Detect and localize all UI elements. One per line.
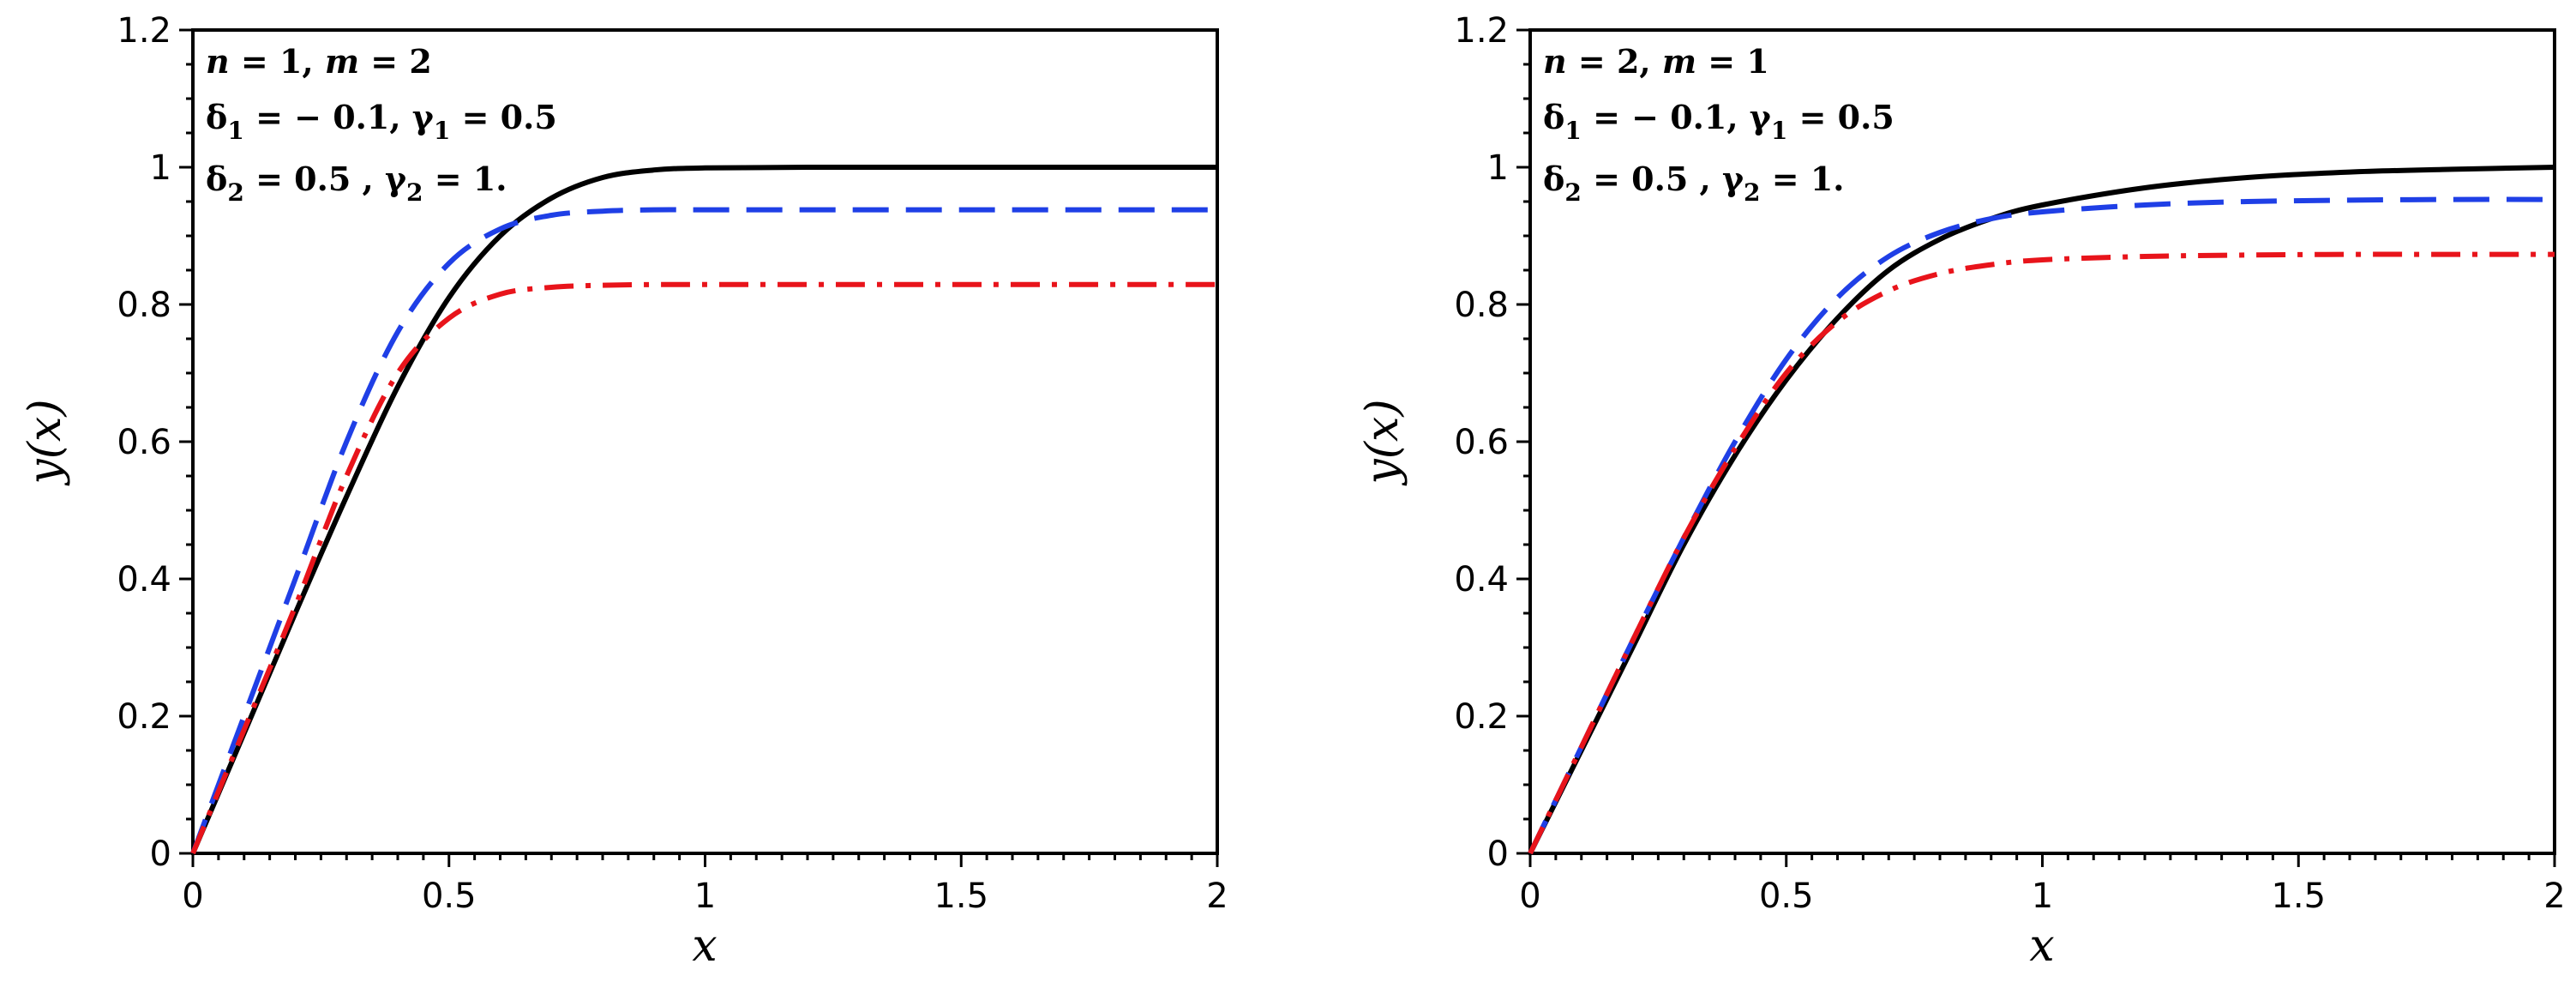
y-ticks — [1516, 28, 1530, 855]
y-tick-label: 0.2 — [1454, 697, 1509, 737]
series-line-solid — [190, 164, 1217, 855]
y-axis-label: y(x) — [20, 399, 71, 485]
x-tick-label: 1 — [694, 877, 716, 916]
y-tick-label: 0.6 — [1454, 423, 1509, 462]
annotation-params-1: δ1 = − 0.1, γ1 = 0.5 — [1543, 98, 1894, 145]
annotation-params-nm: n = 1, m = 2 — [206, 42, 432, 81]
series-line-solid — [1528, 165, 2555, 855]
x-tick-label: 0 — [182, 877, 203, 916]
y-tick-label: 1 — [150, 148, 171, 188]
y-tick-label: 1 — [1487, 148, 1509, 188]
series-line-dashdot — [190, 281, 1217, 855]
y-tick-label: 0 — [1487, 834, 1509, 874]
annotation-params-2: δ2 = 0.5 , γ2 = 1. — [206, 160, 507, 207]
y-tick-label: 0.4 — [1454, 560, 1509, 599]
chart-right: 0 0.5 1 1.5 2 0 0.2 0.4 0.6 0.8 1 1.2 x … — [1357, 11, 2566, 972]
y-ticks — [179, 28, 193, 855]
annotation-params-1: δ1 = − 0.1, γ1 = 0.5 — [206, 98, 557, 145]
y-tick-label: 0.8 — [117, 286, 171, 325]
y-tick-label: 0.4 — [117, 560, 171, 599]
x-ticks — [1528, 853, 2556, 867]
x-tick-label: 1 — [2032, 877, 2053, 916]
x-ticks — [191, 853, 1219, 867]
x-tick-label: 1.5 — [2271, 877, 2326, 916]
x-tick-label: 0 — [1519, 877, 1540, 916]
plot-lines — [1528, 165, 2555, 855]
chart-left: 0 0.5 1 1.5 2 0 0.2 0.4 0.6 0.8 1 1.2 x … — [20, 11, 1228, 972]
x-tick-label: 0.5 — [1759, 877, 1814, 916]
x-tick-label: 0.5 — [422, 877, 477, 916]
y-axis-label: y(x) — [1357, 399, 1408, 485]
y-tick-label: 0 — [150, 834, 171, 874]
y-tick-label: 0.2 — [117, 697, 171, 737]
x-tick-label: 2 — [2543, 877, 2565, 916]
x-tick-label: 1.5 — [934, 877, 988, 916]
series-line-dashdot — [1528, 251, 2555, 855]
x-axis-label: x — [692, 920, 717, 972]
series-line-dashed — [1528, 196, 2555, 855]
x-axis-label: x — [2029, 920, 2054, 972]
y-tick-label: 1.2 — [1454, 11, 1509, 51]
plot-lines — [190, 164, 1217, 855]
plot-frame — [1528, 28, 2556, 855]
annotation-params-nm: n = 2, m = 1 — [1543, 42, 1769, 81]
y-tick-label: 0.8 — [1454, 286, 1509, 325]
x-tick-label: 2 — [1206, 877, 1228, 916]
annotation-params-2: δ2 = 0.5 , γ2 = 1. — [1543, 160, 1845, 207]
y-tick-label: 1.2 — [117, 11, 171, 51]
y-tick-label: 0.6 — [117, 423, 171, 462]
series-line-dashed — [190, 207, 1217, 855]
